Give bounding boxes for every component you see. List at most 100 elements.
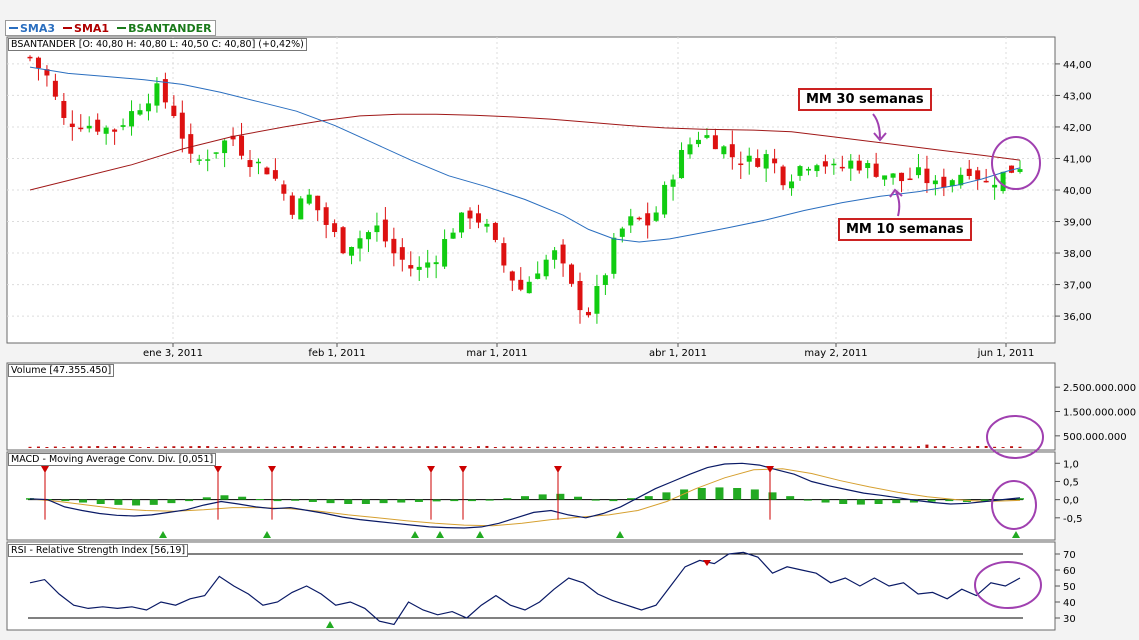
volume-bar [730, 446, 734, 448]
volume-bar [798, 446, 802, 448]
price-y-tick-label: 40,00 [1063, 186, 1092, 197]
macd-panel-title: MACD - Moving Average Conv. Div. [0,051] [8, 453, 217, 466]
macd-histogram-bar [291, 499, 300, 501]
macd-histogram-bar [591, 499, 600, 501]
sell-arrow-icon [41, 466, 49, 473]
volume-bar [45, 447, 49, 448]
candle-body [865, 163, 871, 169]
price-x-tick-label: abr 1, 2011 [649, 348, 707, 359]
price-y-tick-label: 42,00 [1063, 123, 1092, 134]
macd-histogram-bar [715, 487, 724, 500]
candle-body [975, 170, 981, 180]
volume-bar [307, 447, 311, 448]
volume-bar [680, 446, 684, 448]
price-y-tick-label: 37,00 [1063, 281, 1092, 292]
candle-body [475, 213, 481, 223]
macd-histogram-bar [839, 499, 848, 504]
rsi-panel-title: RSI - Relative Strength Index [56,19] [8, 544, 189, 557]
candle-body [382, 219, 388, 242]
candle-body [619, 228, 625, 237]
volume-bar [36, 446, 40, 448]
candle-body [399, 247, 405, 260]
macd-histogram-bar [856, 499, 865, 505]
volume-bar [696, 446, 700, 448]
candle-body [535, 273, 541, 279]
macd-histogram-bar [273, 499, 282, 502]
legend-item-sma3: SMA3 [9, 22, 55, 35]
price-y-tick-label: 38,00 [1063, 249, 1092, 260]
volume-bar [578, 446, 582, 448]
candle-body [780, 166, 786, 186]
volume-bar [925, 444, 929, 448]
macd-histogram-bar [114, 499, 123, 505]
volume-bar [908, 446, 912, 448]
volume-bar [28, 446, 32, 448]
annotation-circle-rsi [974, 561, 1042, 609]
volume-bar [434, 446, 438, 448]
candle-body [518, 279, 524, 290]
rsi-y-tick-label: 30 [1063, 614, 1076, 625]
candle-body [332, 223, 338, 233]
candle-body [264, 167, 270, 175]
sell-arrow-icon [554, 466, 562, 473]
annotation-circle-macd [991, 480, 1037, 530]
macd-histogram-bar [503, 498, 512, 500]
annotation-mm30: MM 30 semanas [798, 88, 932, 111]
volume-bar [341, 445, 345, 448]
volume-bar [460, 446, 464, 448]
volume-bar [231, 446, 235, 448]
candle-body [1000, 171, 1006, 192]
candle-body [789, 181, 795, 189]
price-y-tick-label: 36,00 [1063, 312, 1092, 323]
volume-bar [375, 446, 379, 448]
volume-bar [130, 446, 134, 448]
candle-body [772, 158, 778, 164]
legend-item-sma1: SMA1 [63, 22, 109, 35]
candle-body [129, 111, 135, 127]
volume-bar [976, 445, 980, 448]
candle-body [52, 80, 58, 97]
legend-label: SMA3 [20, 21, 56, 35]
macd-histogram-bar [467, 499, 476, 502]
candle-body [645, 213, 651, 226]
price-x-tick-label: may 2, 2011 [804, 348, 867, 359]
sell-arrow-icon [427, 466, 435, 473]
rsi-buy-arrow-icon [326, 621, 334, 628]
candle-body [137, 110, 143, 115]
candle-body [560, 244, 566, 264]
candle-body [915, 167, 921, 176]
candle-body [69, 123, 75, 127]
candle-body [839, 166, 845, 169]
volume-bar [595, 446, 599, 448]
macd-histogram-bar [61, 499, 70, 502]
macd-y-tick-label: 0,5 [1063, 477, 1079, 488]
candle-body [433, 262, 439, 265]
macd-histogram-bar [768, 492, 777, 500]
candle-body [763, 154, 769, 169]
candle-body [704, 135, 710, 138]
macd-histogram-bar [167, 499, 176, 504]
candle-body [44, 69, 50, 76]
candle-body [365, 232, 371, 240]
candle-body [145, 103, 151, 112]
candle-body [822, 161, 828, 167]
price-y-tick-label: 44,00 [1063, 60, 1092, 71]
volume-panel-title: Volume [47.355.450] [8, 364, 115, 377]
price-x-tick-label: feb 1, 2011 [308, 348, 365, 359]
candle-body [721, 146, 727, 155]
macd-y-tick-label: -0,5 [1063, 514, 1083, 525]
volume-bar [866, 446, 870, 448]
volume-bar [620, 446, 624, 448]
candle-body [349, 246, 355, 256]
volume-bar [426, 446, 430, 448]
volume-bar [790, 447, 794, 448]
macd-histogram-bar [132, 499, 141, 506]
rsi-y-tick-label: 60 [1063, 566, 1076, 577]
macd-histogram-bar [308, 499, 317, 502]
candle-body [306, 194, 312, 204]
price-x-tick-label: mar 1, 2011 [466, 348, 527, 359]
candle-body [86, 125, 92, 129]
macd-panel: 1,0 0,5 0,0 -0,5 [6, 451, 1083, 541]
volume-bar [646, 446, 650, 448]
candle-body [932, 180, 938, 185]
